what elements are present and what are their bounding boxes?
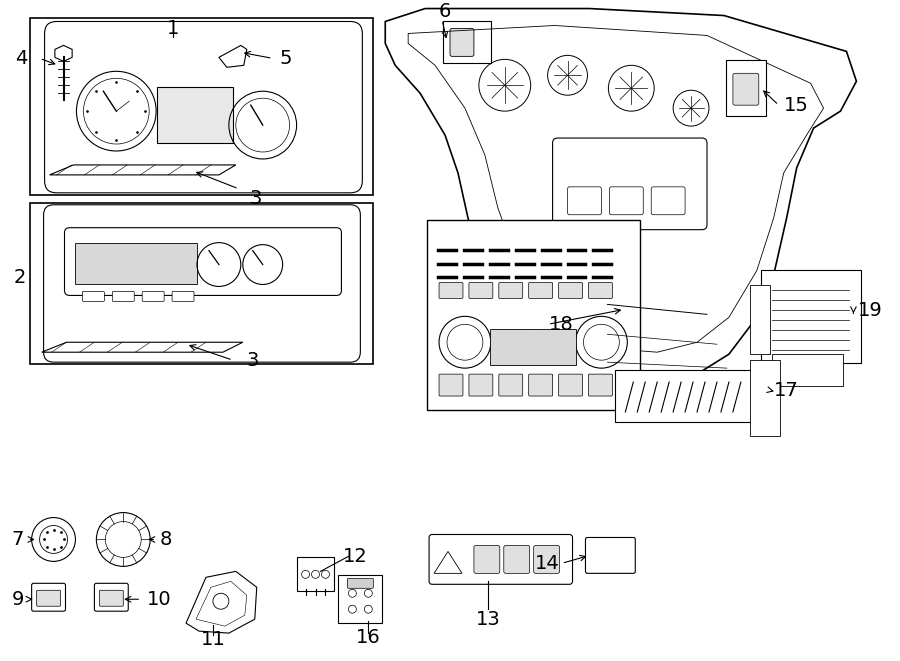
Text: 10: 10 xyxy=(147,590,171,609)
Text: 17: 17 xyxy=(774,381,799,399)
FancyBboxPatch shape xyxy=(469,282,493,298)
FancyBboxPatch shape xyxy=(559,282,582,298)
Text: 4: 4 xyxy=(15,49,28,68)
Text: 1: 1 xyxy=(166,19,179,38)
Text: 16: 16 xyxy=(356,627,381,646)
FancyBboxPatch shape xyxy=(490,329,575,365)
Text: 12: 12 xyxy=(343,547,368,566)
Text: 3: 3 xyxy=(247,351,259,369)
Text: 3: 3 xyxy=(249,189,262,208)
FancyBboxPatch shape xyxy=(158,87,233,143)
Text: 14: 14 xyxy=(536,554,560,573)
FancyBboxPatch shape xyxy=(338,575,382,623)
FancyBboxPatch shape xyxy=(76,243,197,284)
FancyBboxPatch shape xyxy=(528,374,553,396)
FancyBboxPatch shape xyxy=(347,578,374,588)
Text: 2: 2 xyxy=(14,268,26,287)
FancyBboxPatch shape xyxy=(37,590,60,606)
Text: 7: 7 xyxy=(12,530,24,549)
FancyBboxPatch shape xyxy=(429,535,572,584)
FancyBboxPatch shape xyxy=(589,282,612,298)
FancyBboxPatch shape xyxy=(99,590,123,606)
FancyBboxPatch shape xyxy=(528,282,553,298)
FancyBboxPatch shape xyxy=(142,292,164,301)
FancyBboxPatch shape xyxy=(733,73,759,105)
Text: 19: 19 xyxy=(858,301,883,320)
FancyBboxPatch shape xyxy=(499,282,523,298)
FancyBboxPatch shape xyxy=(750,360,779,436)
FancyBboxPatch shape xyxy=(469,374,493,396)
FancyBboxPatch shape xyxy=(534,545,560,573)
FancyBboxPatch shape xyxy=(553,138,707,229)
FancyBboxPatch shape xyxy=(30,17,374,195)
FancyBboxPatch shape xyxy=(439,374,463,396)
FancyBboxPatch shape xyxy=(616,370,764,422)
FancyBboxPatch shape xyxy=(568,187,601,215)
FancyBboxPatch shape xyxy=(652,187,685,215)
FancyBboxPatch shape xyxy=(504,545,530,573)
Text: 9: 9 xyxy=(12,590,24,609)
FancyBboxPatch shape xyxy=(65,227,341,295)
FancyBboxPatch shape xyxy=(443,22,491,63)
FancyBboxPatch shape xyxy=(45,22,363,193)
FancyBboxPatch shape xyxy=(589,374,612,396)
FancyBboxPatch shape xyxy=(439,282,463,298)
FancyBboxPatch shape xyxy=(771,354,843,386)
Text: 11: 11 xyxy=(201,629,225,648)
Text: 8: 8 xyxy=(160,530,172,549)
Text: 13: 13 xyxy=(475,609,500,629)
FancyBboxPatch shape xyxy=(172,292,194,301)
FancyBboxPatch shape xyxy=(83,292,104,301)
FancyBboxPatch shape xyxy=(474,545,500,573)
FancyBboxPatch shape xyxy=(112,292,134,301)
FancyBboxPatch shape xyxy=(726,60,766,116)
FancyBboxPatch shape xyxy=(559,374,582,396)
FancyBboxPatch shape xyxy=(586,537,635,573)
FancyBboxPatch shape xyxy=(750,286,770,354)
Text: 18: 18 xyxy=(549,315,574,334)
FancyBboxPatch shape xyxy=(30,203,374,364)
Text: 6: 6 xyxy=(439,2,451,21)
FancyBboxPatch shape xyxy=(499,374,523,396)
FancyBboxPatch shape xyxy=(297,557,335,592)
FancyBboxPatch shape xyxy=(43,205,360,362)
FancyBboxPatch shape xyxy=(428,219,640,410)
FancyBboxPatch shape xyxy=(450,28,474,56)
FancyBboxPatch shape xyxy=(32,583,66,611)
Text: 5: 5 xyxy=(279,49,292,68)
FancyBboxPatch shape xyxy=(609,187,644,215)
FancyBboxPatch shape xyxy=(760,270,861,363)
FancyBboxPatch shape xyxy=(94,583,129,611)
Text: 15: 15 xyxy=(784,96,809,114)
